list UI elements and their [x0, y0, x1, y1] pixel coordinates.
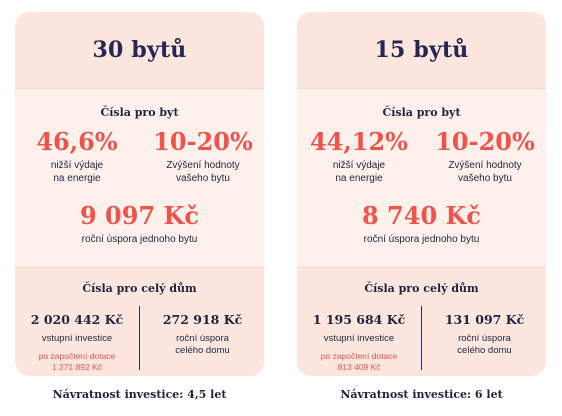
house-saving-block: 272 918 Kč roční úspora celého domu — [141, 312, 264, 357]
per-flat-section: Čísla pro byt 46,6% nižší výdaje na ener… — [15, 88, 264, 268]
subsidy-note: po započtení dotace 813 409 Kč — [297, 351, 421, 373]
caption-line: nižší výdaje — [50, 160, 104, 171]
energy-savings-caption: nižší výdaje na energie — [299, 159, 419, 185]
annual-flat-saving: 8 740 Kč roční úspora jednoho bytu — [297, 201, 546, 246]
divider — [139, 306, 140, 370]
card-title: 15 bytů — [374, 37, 469, 63]
value-increase-stat: 10-20% Zvýšení hodnoty vašeho bytu — [425, 129, 545, 185]
caption-line: vašeho bytu — [176, 173, 230, 184]
payback-text: Návratnost investice: 4,5 let — [52, 388, 227, 401]
caption-line: celého domu — [175, 345, 230, 356]
caption-line: nižší výdaje — [332, 160, 386, 171]
energy-savings-value: 46,6% — [36, 127, 118, 156]
note-line: 1 271 892 Kč — [51, 362, 103, 372]
caption-line: Zvýšení hodnoty — [448, 160, 522, 171]
annual-flat-saving-value: 9 097 Kč — [80, 201, 199, 230]
investment-value: 2 020 442 Kč — [30, 312, 124, 327]
caption-line: na energie — [335, 173, 383, 184]
whole-house-title: Čísla pro celý dům — [364, 282, 479, 295]
note-line: 813 409 Kč — [337, 362, 381, 372]
payback-text: Návratnost investice: 6 let — [340, 388, 503, 401]
energy-savings-caption: nižší výdaje na energie — [17, 159, 137, 185]
divider — [421, 306, 422, 370]
value-increase-value: 10-20% — [153, 127, 253, 156]
investment-block: 2 020 442 Kč vstupní investice po započt… — [15, 312, 139, 373]
note-line: po započtení dotace — [38, 351, 116, 361]
investment-value: 1 195 684 Kč — [312, 312, 406, 327]
caption-line: roční úspora — [176, 333, 229, 344]
per-flat-title: Čísla pro byt — [100, 106, 179, 119]
energy-savings-stat: 44,12% nižší výdaje na energie — [299, 129, 419, 185]
note-line: po započtení dotace — [320, 351, 398, 361]
card-title: 30 bytů — [92, 37, 187, 63]
card-body: 15 bytů Čísla pro byt 44,12% nižší výdaj… — [297, 12, 546, 376]
caption-line: na energie — [53, 173, 101, 184]
investment-block: 1 195 684 Kč vstupní investice po započt… — [297, 312, 421, 373]
house-saving-value: 131 097 Kč — [444, 312, 525, 327]
whole-house-title: Čísla pro celý dům — [82, 282, 197, 295]
energy-savings-value: 44,12% — [310, 127, 408, 156]
house-saving-block: 131 097 Kč roční úspora celého domu — [423, 312, 546, 357]
subsidy-note: po započtení dotace 1 271 892 Kč — [15, 351, 139, 373]
house-saving-value: 272 918 Kč — [162, 312, 243, 327]
caption-line: roční úspora — [458, 333, 511, 344]
caption-line: Zvýšení hodnoty — [166, 160, 240, 171]
value-increase-value: 10-20% — [435, 127, 535, 156]
whole-house-section: Čísla pro celý dům 1 195 684 Kč vstupní … — [297, 268, 546, 376]
annual-flat-saving-caption: roční úspora jednoho bytu — [81, 234, 198, 245]
value-increase-caption: Zvýšení hodnoty vašeho bytu — [143, 159, 263, 185]
house-saving-caption: roční úspora celého domu — [423, 333, 546, 357]
value-increase-caption: Zvýšení hodnoty vašeho bytu — [425, 159, 545, 185]
per-flat-section: Čísla pro byt 44,12% nižší výdaje na ene… — [297, 88, 546, 268]
value-increase-stat: 10-20% Zvýšení hodnoty vašeho bytu — [143, 129, 263, 185]
annual-flat-saving-caption: roční úspora jednoho bytu — [363, 234, 480, 245]
house-saving-caption: roční úspora celého domu — [141, 333, 264, 357]
card-header: 15 bytů — [297, 12, 546, 88]
investment-caption: vstupní investice — [41, 333, 113, 344]
caption-line: vašeho bytu — [458, 173, 512, 184]
annual-flat-saving: 9 097 Kč roční úspora jednoho bytu — [15, 201, 264, 246]
card-body: 30 bytů Čísla pro byt 46,6% nižší výdaje… — [15, 12, 264, 376]
caption-line: celého domu — [457, 345, 512, 356]
energy-savings-stat: 46,6% nižší výdaje na energie — [17, 129, 137, 185]
investment-caption: vstupní investice — [323, 333, 395, 344]
whole-house-section: Čísla pro celý dům 2 020 442 Kč vstupní … — [15, 268, 264, 376]
per-flat-title: Čísla pro byt — [382, 106, 461, 119]
card-header: 30 bytů — [15, 12, 264, 88]
annual-flat-saving-value: 8 740 Kč — [362, 201, 481, 230]
